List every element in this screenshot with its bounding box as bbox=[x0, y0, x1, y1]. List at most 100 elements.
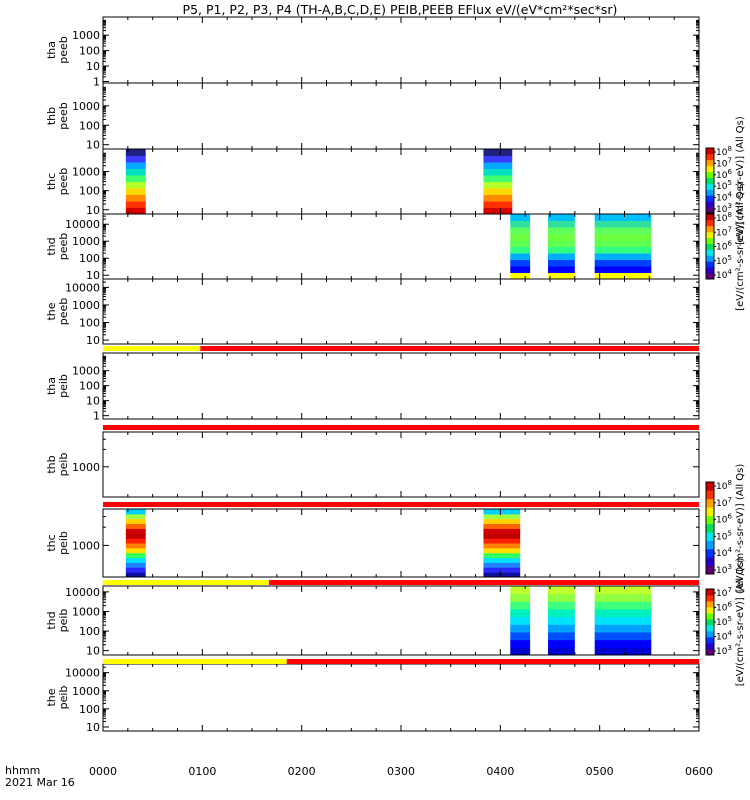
ytick-label: 10 bbox=[86, 645, 100, 658]
spectrogram-cell bbox=[483, 572, 521, 578]
spectrogram-cell bbox=[483, 557, 521, 563]
status-bar-segment bbox=[103, 502, 699, 507]
spectrogram-cell bbox=[594, 647, 652, 656]
spectrogram-cell bbox=[548, 214, 575, 221]
ytick-label: 1000 bbox=[72, 165, 100, 178]
spectrogram-cell bbox=[548, 220, 575, 228]
ytick-label: 1 bbox=[93, 76, 100, 89]
spectrogram-cell bbox=[510, 259, 531, 267]
panel-tha-peeb: 1 10 100 1000 tha peeb bbox=[45, 16, 700, 89]
spectrogram-cell bbox=[548, 253, 575, 260]
colorbar-band bbox=[706, 507, 714, 516]
colorbar-tick-label: 107 bbox=[716, 586, 732, 599]
xtick-label: 0100 bbox=[188, 765, 216, 778]
spectrogram-cell bbox=[594, 609, 652, 618]
spectrogram-cell bbox=[510, 601, 531, 610]
panel-the-peeb: 10 100 1000 10000 the peeb bbox=[45, 278, 700, 347]
colorbar-band bbox=[706, 214, 714, 221]
spectrogram-cell bbox=[483, 162, 513, 169]
chart-title: P5, P1, P2, P3, P4 (TH-A,B,C,D,E) PEIB,P… bbox=[183, 2, 618, 17]
ytick-label: 10000 bbox=[65, 218, 100, 231]
status-bar-segment bbox=[103, 580, 269, 585]
ytick-label: 10000 bbox=[65, 667, 100, 680]
colorbar-tick-label: 105 bbox=[716, 179, 732, 192]
spectrogram-cell bbox=[548, 272, 575, 280]
colorbar-tick-label: 107 bbox=[716, 225, 732, 238]
colorbar-tick-label: 104 bbox=[716, 268, 732, 281]
spectrogram-cell bbox=[125, 528, 146, 534]
spectrogram-cell bbox=[125, 552, 146, 559]
colorbar-unit-label: [eV/(cm²-s-sr-eV)] (All Qs) bbox=[735, 558, 746, 687]
colorbar-band bbox=[706, 498, 714, 508]
spectrogram-cell bbox=[125, 181, 146, 189]
colorbar-band bbox=[706, 643, 714, 650]
colorbar-band bbox=[706, 255, 714, 262]
spectrogram-cell bbox=[483, 201, 513, 208]
panel-frame bbox=[102, 663, 700, 732]
spectrogram-cell bbox=[483, 194, 513, 202]
xtick-label: 0200 bbox=[288, 765, 316, 778]
panel-species-label: peib bbox=[57, 453, 70, 477]
colorbar-band bbox=[706, 490, 714, 500]
spectrogram-cell bbox=[125, 518, 146, 525]
ytick-label: 10 bbox=[86, 395, 100, 408]
spectrogram-cell bbox=[125, 572, 146, 578]
spectrogram-cell bbox=[594, 593, 652, 602]
panel-frame bbox=[102, 352, 700, 420]
colorbar-tick-label: 106 bbox=[716, 601, 732, 614]
spectrogram-cell bbox=[483, 538, 521, 544]
panel-probe-label: the bbox=[45, 302, 58, 320]
spectrogram-cell bbox=[548, 233, 575, 241]
spectrogram-cell bbox=[125, 513, 146, 520]
panel-probe-label: thc bbox=[45, 173, 58, 190]
spectrogram-cell bbox=[483, 547, 521, 554]
panel-probe-label: thd bbox=[45, 237, 58, 255]
spectrogram-cell bbox=[548, 624, 575, 633]
colorbar-tick-label: 107 bbox=[716, 156, 732, 169]
spectrogram-cell bbox=[548, 240, 575, 247]
spectrogram-cell bbox=[548, 647, 575, 656]
status-bar-segment bbox=[103, 659, 287, 664]
panel-frame bbox=[102, 278, 700, 345]
colorbar-band bbox=[706, 243, 714, 250]
ytick-label: 1000 bbox=[72, 539, 100, 552]
colorbar-band bbox=[706, 601, 714, 608]
spectrogram-cell bbox=[548, 266, 575, 273]
spectrogram-cell bbox=[594, 586, 652, 595]
spectrogram-cell bbox=[510, 233, 531, 241]
panel-species-label: peib bbox=[57, 374, 70, 398]
colorbar-band bbox=[706, 595, 714, 602]
status-bar-segment bbox=[103, 425, 699, 430]
panel-probe-label: thb bbox=[45, 107, 58, 125]
spectrogram-cell bbox=[125, 523, 146, 529]
spectrogram-cell bbox=[125, 188, 146, 195]
spectrogram-cell bbox=[548, 639, 575, 648]
colorbar-band bbox=[706, 153, 714, 161]
colorbar-frame bbox=[705, 147, 715, 214]
colorbar-band bbox=[706, 565, 714, 575]
colorbar-tick-label: 103 bbox=[716, 563, 732, 576]
colorbar-tick-label: 108 bbox=[716, 211, 732, 224]
spectrogram-cell bbox=[510, 214, 531, 221]
spectrogram-cell bbox=[510, 253, 531, 260]
panel-thb-peeb: 10 100 1000 thb peeb bbox=[45, 82, 700, 152]
spectrogram-cell bbox=[483, 175, 513, 182]
colorbar-tick-label: 106 bbox=[716, 240, 732, 253]
colorbar-band bbox=[706, 159, 714, 167]
status-bar-segment bbox=[268, 580, 699, 585]
spectrogram-cell bbox=[125, 562, 146, 568]
ytick-label: 100 bbox=[79, 185, 100, 198]
spectrogram-cell bbox=[594, 253, 652, 260]
colorbar-band bbox=[706, 607, 714, 614]
spectrogram-cell bbox=[548, 586, 575, 595]
colorbar-band bbox=[706, 631, 714, 638]
panel-thc-peib: 1000 thc peib bbox=[45, 508, 700, 578]
panel-frame bbox=[102, 508, 700, 578]
spectrogram-cell bbox=[483, 207, 513, 215]
spectrogram-cell bbox=[594, 639, 652, 648]
spectrogram-cell bbox=[125, 194, 146, 202]
colorbar-tick-label: 106 bbox=[716, 168, 732, 181]
spectrogram-cell bbox=[548, 246, 575, 254]
